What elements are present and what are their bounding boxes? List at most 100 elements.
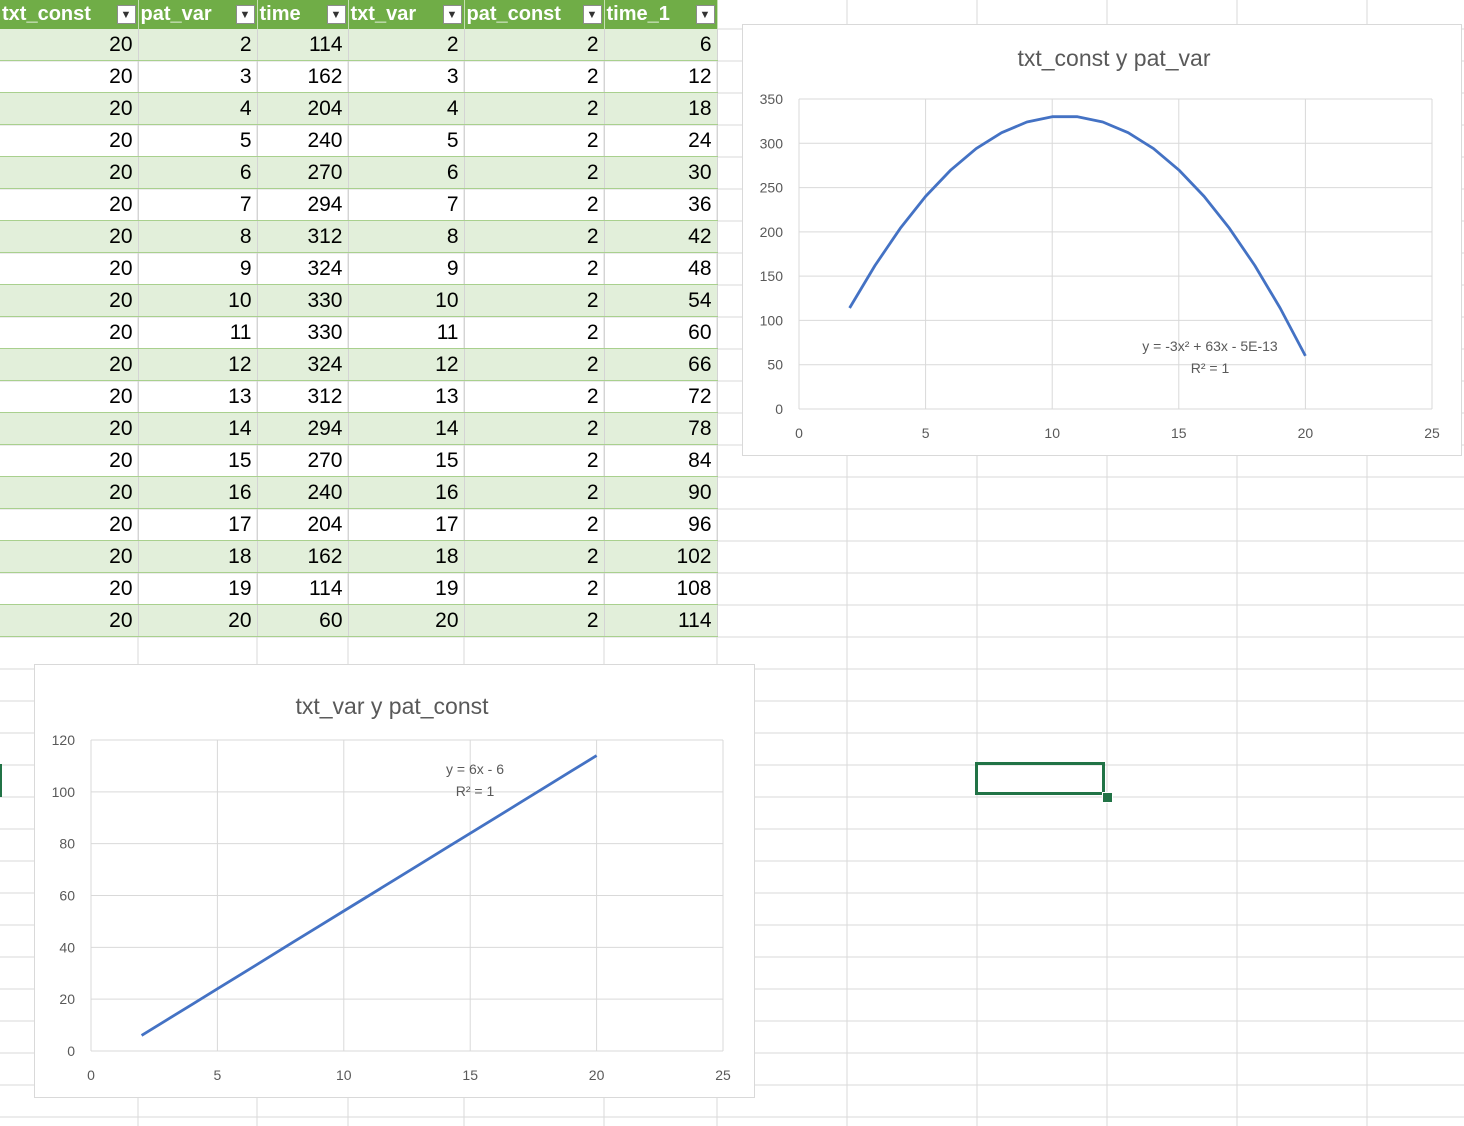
table-cell[interactable]: 2 — [138, 29, 258, 61]
table-cell[interactable]: 10 — [348, 284, 465, 317]
filter-dropdown-icon[interactable]: ▼ — [235, 5, 255, 24]
table-cell[interactable]: 20 — [0, 316, 139, 349]
table-cell[interactable]: 2 — [464, 60, 605, 93]
table-cell[interactable]: 20 — [0, 572, 139, 605]
table-cell[interactable]: 9 — [348, 252, 465, 285]
selected-cell[interactable] — [975, 762, 1105, 795]
table-cell[interactable]: 270 — [257, 156, 349, 189]
table-cell[interactable]: 15 — [138, 444, 258, 477]
table-cell[interactable]: 102 — [604, 540, 718, 573]
table-cell[interactable]: 20 — [0, 476, 139, 509]
table-cell[interactable]: 20 — [0, 252, 139, 285]
table-cell[interactable]: 18 — [138, 540, 258, 573]
table-cell[interactable]: 5 — [348, 124, 465, 157]
table-cell[interactable]: 240 — [257, 124, 349, 157]
table-cell[interactable]: 20 — [0, 92, 139, 125]
table-cell[interactable]: 2 — [348, 29, 465, 61]
table-cell[interactable]: 48 — [604, 252, 718, 285]
table-cell[interactable]: 20 — [0, 284, 139, 317]
table-cell[interactable]: 12 — [348, 348, 465, 381]
table-cell[interactable]: 204 — [257, 92, 349, 125]
table-cell[interactable]: 11 — [138, 316, 258, 349]
table-cell[interactable]: 16 — [348, 476, 465, 509]
table-cell[interactable]: 18 — [604, 92, 718, 125]
table-cell[interactable]: 2 — [464, 412, 605, 445]
table-cell[interactable]: 20 — [0, 29, 139, 61]
table-cell[interactable]: 6 — [138, 156, 258, 189]
table-cell[interactable]: 36 — [604, 188, 718, 221]
table-cell[interactable]: 20 — [0, 124, 139, 157]
table-cell[interactable]: 312 — [257, 220, 349, 253]
table-cell[interactable]: 24 — [604, 124, 718, 157]
table-cell[interactable]: 2 — [464, 124, 605, 157]
table-cell[interactable]: 8 — [138, 220, 258, 253]
filter-dropdown-icon[interactable]: ▼ — [695, 5, 715, 24]
table-cell[interactable]: 240 — [257, 476, 349, 509]
table-cell[interactable]: 19 — [138, 572, 258, 605]
table-cell[interactable]: 4 — [348, 92, 465, 125]
table-cell[interactable]: 84 — [604, 444, 718, 477]
table-cell[interactable]: 6 — [604, 29, 718, 61]
table-cell[interactable]: 162 — [257, 540, 349, 573]
table-cell[interactable]: 5 — [138, 124, 258, 157]
table-cell[interactable]: 312 — [257, 380, 349, 413]
table-cell[interactable]: 20 — [0, 380, 139, 413]
table-cell[interactable]: 17 — [138, 508, 258, 541]
table-cell[interactable]: 20 — [0, 348, 139, 381]
table-cell[interactable]: 20 — [0, 604, 139, 637]
filter-dropdown-icon[interactable]: ▼ — [582, 5, 602, 24]
table-cell[interactable]: 2 — [464, 444, 605, 477]
table-cell[interactable]: 54 — [604, 284, 718, 317]
table-cell[interactable]: 6 — [348, 156, 465, 189]
column-header[interactable]: pat_const ▼ — [464, 0, 605, 29]
table-cell[interactable]: 2 — [464, 476, 605, 509]
table-cell[interactable]: 2 — [464, 348, 605, 381]
table-cell[interactable]: 20 — [0, 444, 139, 477]
table-cell[interactable]: 2 — [464, 604, 605, 637]
table-cell[interactable]: 16 — [138, 476, 258, 509]
table-cell[interactable]: 10 — [138, 284, 258, 317]
table-cell[interactable]: 12 — [138, 348, 258, 381]
table-cell[interactable]: 7 — [348, 188, 465, 221]
table-cell[interactable]: 11 — [348, 316, 465, 349]
column-header[interactable]: pat_var ▼ — [138, 0, 258, 29]
table-cell[interactable]: 2 — [464, 252, 605, 285]
table-cell[interactable]: 13 — [138, 380, 258, 413]
table-cell[interactable]: 30 — [604, 156, 718, 189]
table-cell[interactable]: 8 — [348, 220, 465, 253]
table-cell[interactable]: 2 — [464, 284, 605, 317]
table-cell[interactable]: 114 — [604, 604, 718, 637]
table-cell[interactable]: 20 — [0, 220, 139, 253]
filter-dropdown-icon[interactable]: ▼ — [442, 5, 462, 24]
table-cell[interactable]: 7 — [138, 188, 258, 221]
table-cell[interactable]: 20 — [0, 188, 139, 221]
table-cell[interactable]: 270 — [257, 444, 349, 477]
table-cell[interactable]: 20 — [0, 508, 139, 541]
table-cell[interactable]: 162 — [257, 60, 349, 93]
table-cell[interactable]: 42 — [604, 220, 718, 253]
column-header[interactable]: txt_var ▼ — [348, 0, 465, 29]
chart-txt-var-pat-const[interactable]: txt_var y pat_const 0 20 40 60 80 100 120 0 5 10 1… — [34, 664, 755, 1098]
table-cell[interactable]: 330 — [257, 316, 349, 349]
table-cell[interactable]: 2 — [464, 316, 605, 349]
filter-dropdown-icon[interactable]: ▼ — [326, 5, 346, 24]
table-cell[interactable]: 72 — [604, 380, 718, 413]
table-cell[interactable]: 2 — [464, 380, 605, 413]
table-cell[interactable]: 78 — [604, 412, 718, 445]
table-cell[interactable]: 2 — [464, 92, 605, 125]
table-cell[interactable]: 20 — [0, 156, 139, 189]
table-cell[interactable]: 204 — [257, 508, 349, 541]
table-cell[interactable]: 96 — [604, 508, 718, 541]
column-header[interactable]: time ▼ — [257, 0, 349, 29]
table-cell[interactable]: 20 — [0, 412, 139, 445]
table-cell[interactable]: 2 — [464, 540, 605, 573]
table-cell[interactable]: 19 — [348, 572, 465, 605]
table-cell[interactable]: 66 — [604, 348, 718, 381]
table-cell[interactable]: 114 — [257, 29, 349, 61]
table-cell[interactable]: 2 — [464, 508, 605, 541]
table-cell[interactable]: 20 — [138, 604, 258, 637]
table-cell[interactable]: 2 — [464, 188, 605, 221]
table-cell[interactable]: 18 — [348, 540, 465, 573]
table-cell[interactable]: 12 — [604, 60, 718, 93]
table-cell[interactable]: 4 — [138, 92, 258, 125]
